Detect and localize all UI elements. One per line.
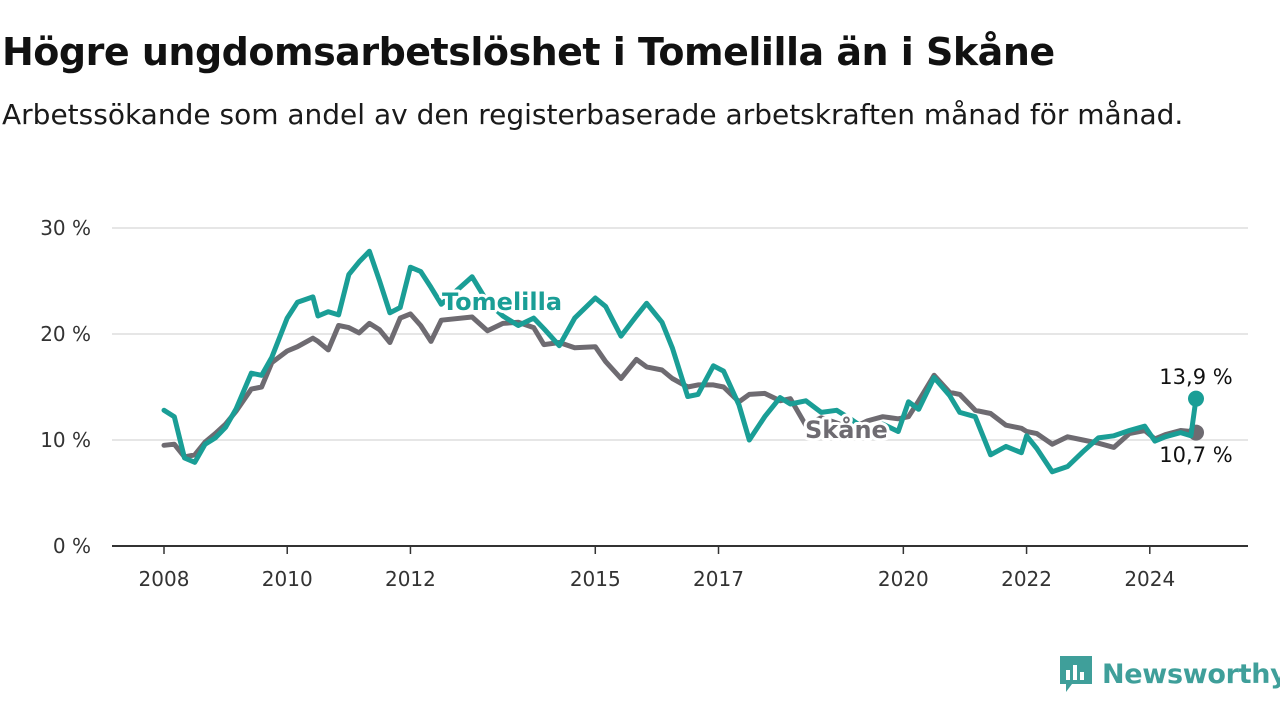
- series-line-skane: [161, 311, 1199, 460]
- x-tick-label: 2015: [570, 567, 621, 591]
- end-label-skane: 10,7 %: [1159, 443, 1232, 467]
- newsworthy-logo-icon: [1060, 656, 1092, 692]
- y-tick-label: 30 %: [40, 216, 91, 240]
- y-tick-label: 0 %: [53, 534, 91, 558]
- chart-title: Högre ungdomsarbetslöshet i Tomelilla än…: [2, 30, 1055, 74]
- x-tick-label: 2010: [262, 567, 313, 591]
- end-point-tomelilla: [1188, 390, 1204, 407]
- x-tick-label: 2008: [139, 567, 190, 591]
- series-lines: [161, 248, 1204, 475]
- x-axis: 2008 2010 2012 2015 2017 2020 2022 2024: [112, 545, 1248, 591]
- series-line-tomelilla: [161, 248, 1199, 475]
- series-labels: Tomelilla Skåne 13,9 % 10,7 %: [439, 285, 1235, 470]
- x-tick-label: 2020: [878, 567, 929, 591]
- brand-name: Newsworthy: [1102, 658, 1280, 690]
- series-label-tomelilla: Tomelilla: [442, 288, 562, 316]
- y-tick-label: 20 %: [40, 322, 91, 346]
- x-tick-label: 2012: [385, 567, 436, 591]
- y-axis: 0 % 10 % 20 % 30 %: [40, 216, 91, 558]
- x-tick-label: 2017: [693, 567, 744, 591]
- y-tick-label: 10 %: [40, 428, 91, 452]
- x-tick-label: 2022: [1001, 567, 1052, 591]
- end-label-tomelilla: 13,9 %: [1159, 365, 1232, 389]
- chart-subtitle: Arbetssökande som andel av den registerb…: [2, 98, 1184, 131]
- x-tick-label: 2024: [1124, 567, 1175, 591]
- series-label-skane: Skåne: [805, 415, 888, 444]
- newsworthy-logo: Newsworthy: [1058, 654, 1280, 694]
